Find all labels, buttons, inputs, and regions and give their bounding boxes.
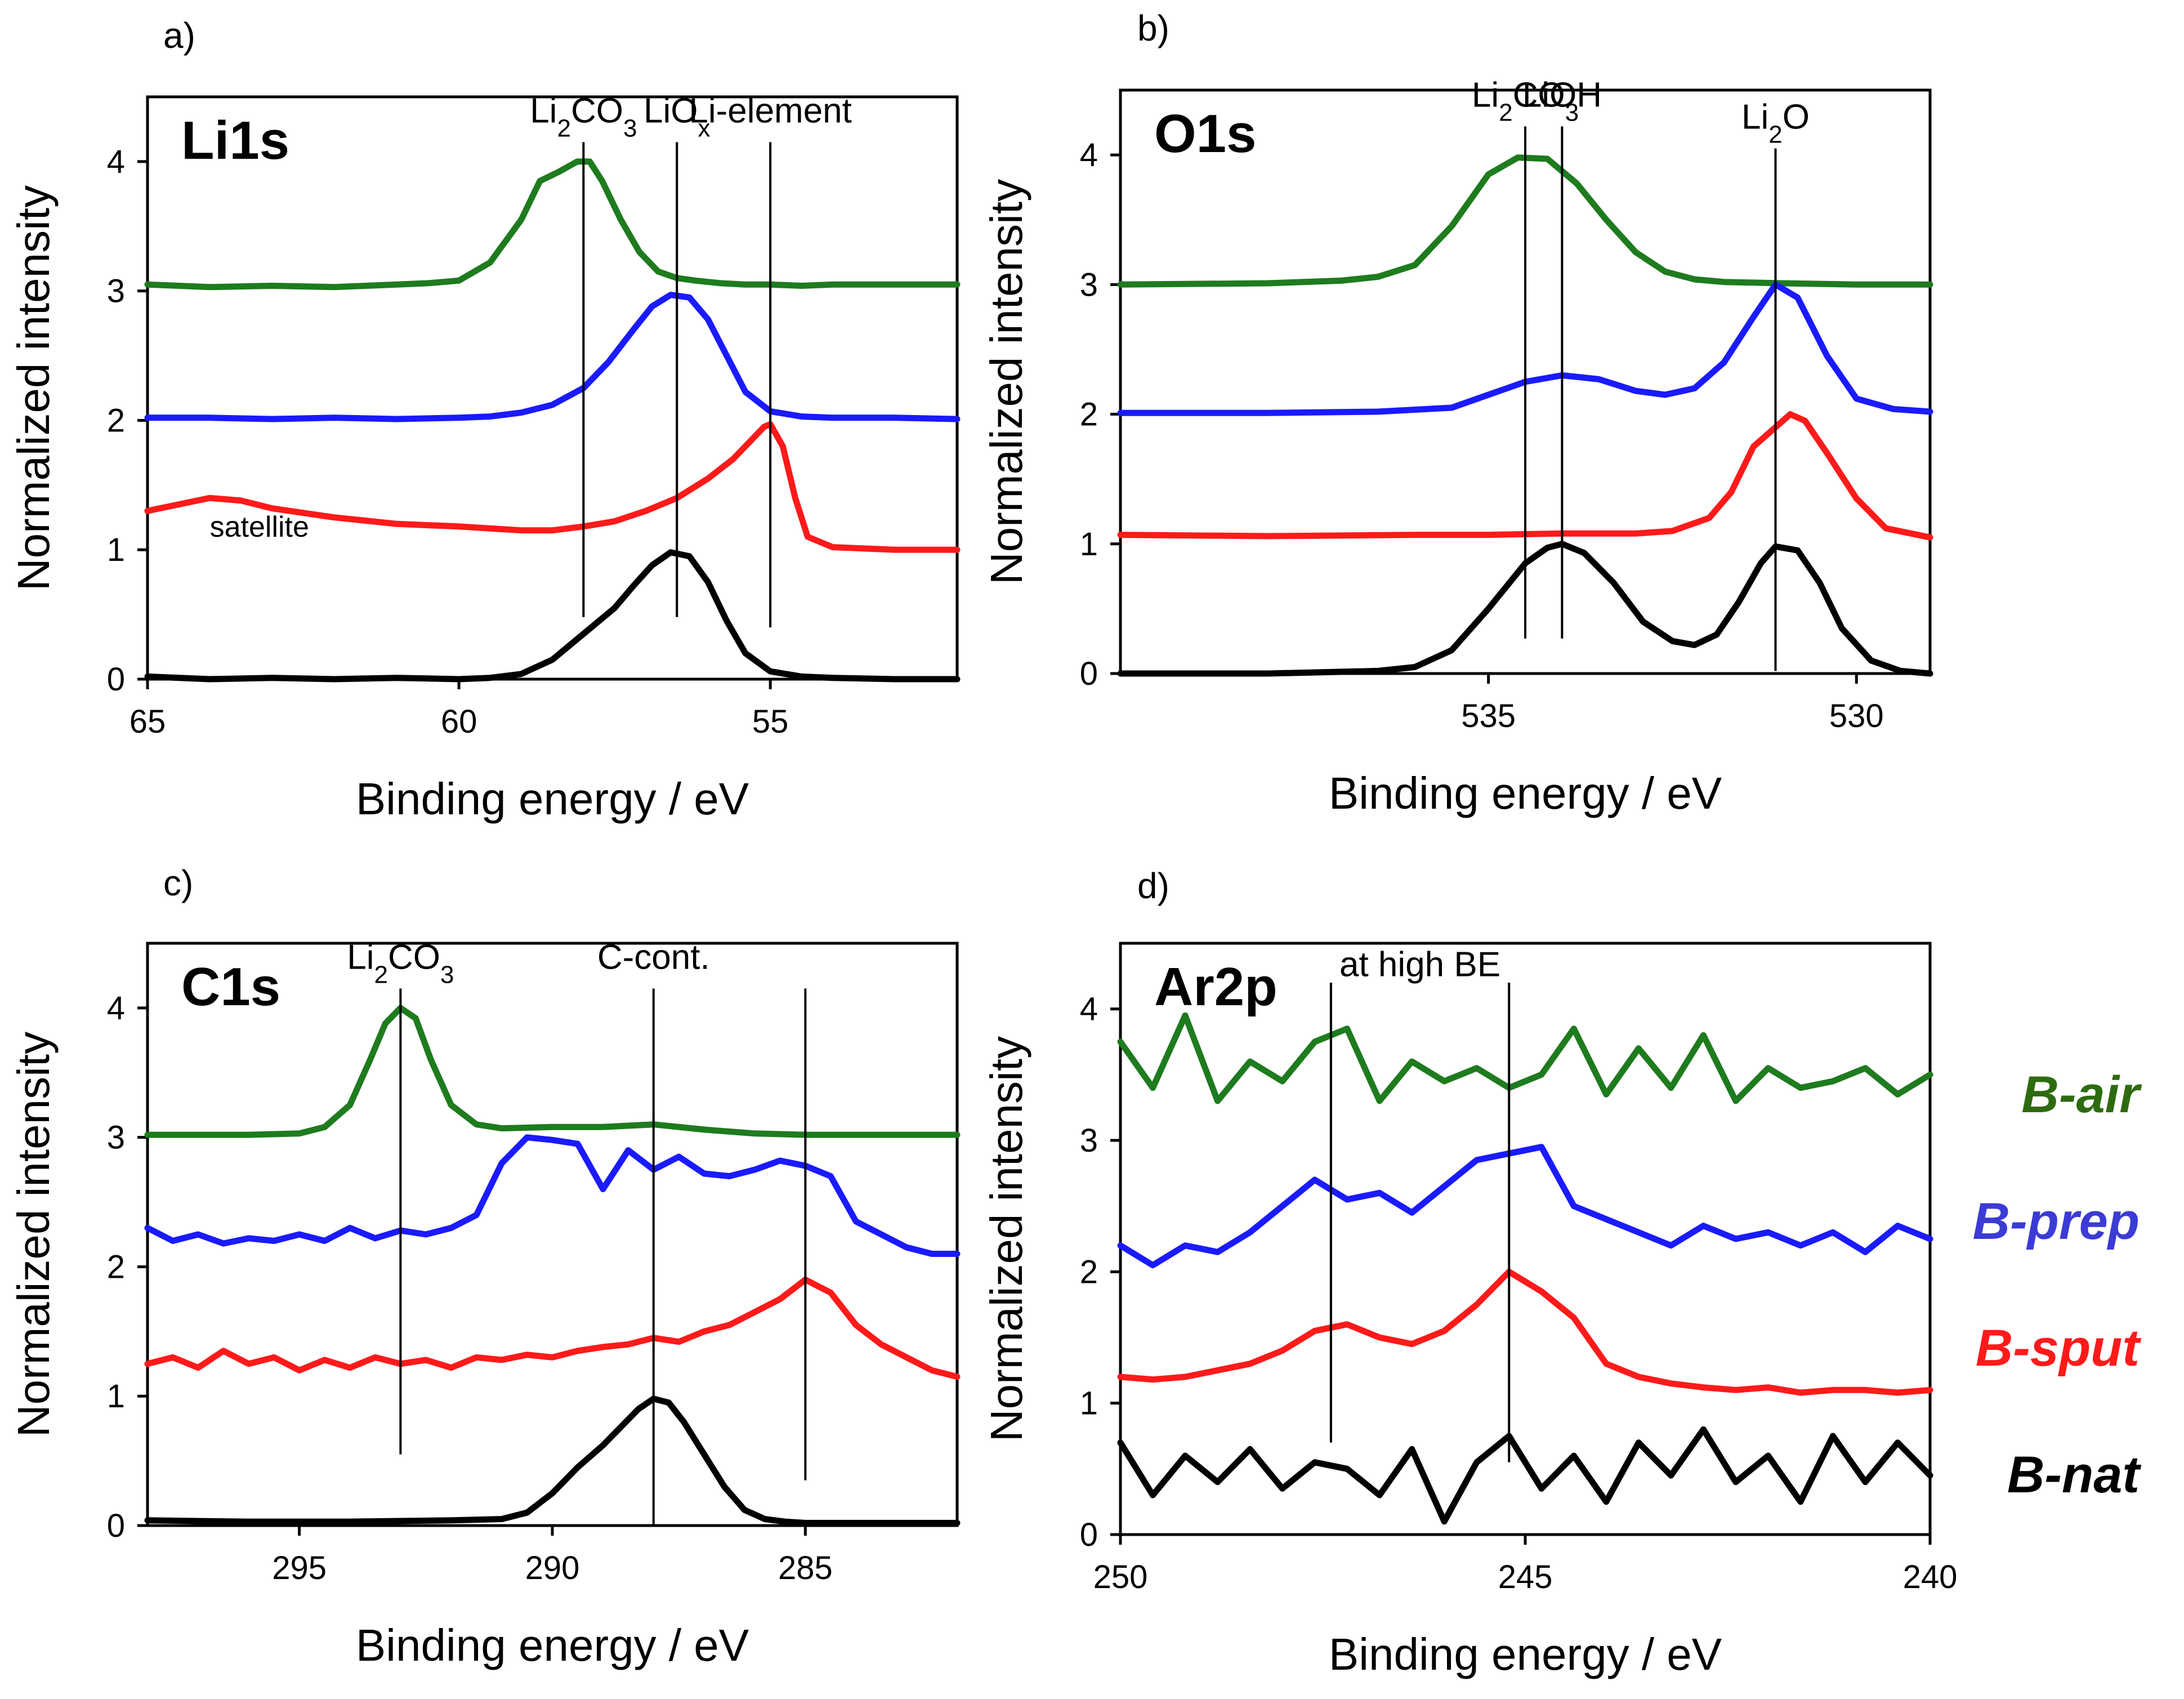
annotation: at high BE <box>1339 945 1500 984</box>
x-tick-label: 295 <box>272 1550 327 1586</box>
panel-label: c) <box>163 863 193 903</box>
element-title: C1s <box>181 957 280 1017</box>
y-axis-title: Normalized intensity <box>981 179 1031 585</box>
peak-label: LiOH <box>1522 75 1602 114</box>
y-tick-label: 2 <box>1080 396 1098 433</box>
panel-label: b) <box>1137 8 1169 48</box>
plot-frame <box>146 95 959 681</box>
legend-label-b-nat: B-nat <box>2007 1446 2141 1504</box>
panel-c1s: c) 0 1 2 3 4 295 290 285 Binding energy / eV Norma… <box>8 863 961 1670</box>
x-tick-label: 65 <box>129 703 166 740</box>
element-title: Ar2p <box>1154 957 1278 1017</box>
y-tick-label: 2 <box>107 1248 125 1285</box>
y-tick-label: 2 <box>1080 1254 1098 1290</box>
series-line-b-nat <box>144 549 961 683</box>
y-tick-label: 0 <box>1080 655 1098 692</box>
x-tick-label: 250 <box>1093 1559 1148 1595</box>
series-line-b-nat <box>144 1395 961 1526</box>
series-line-b-prep <box>1117 1144 1933 1269</box>
x-axis-title: Binding energy / eV <box>356 1620 749 1670</box>
x-tick-label: 240 <box>1903 1559 1958 1595</box>
plot-frame <box>1119 88 1932 675</box>
x-axis-title: Binding energy / eV <box>1329 1629 1722 1679</box>
series-line-b-air <box>1117 1012 1933 1104</box>
panel-label: d) <box>1137 866 1169 906</box>
peak-label: LiOx <box>644 91 710 142</box>
annotation: satellite <box>210 511 309 543</box>
y-tick-label: 0 <box>1080 1517 1098 1553</box>
peak-label: Li2O <box>1741 98 1810 149</box>
series-line-b-sput <box>1117 1268 1933 1396</box>
y-tick-label: 1 <box>107 532 125 568</box>
series-line-b-air <box>144 158 961 291</box>
y-tick-label: 4 <box>107 144 125 180</box>
series-line-b-sput <box>1117 411 1933 541</box>
legend-label-b-air: B-air <box>2021 1066 2142 1123</box>
x-axis-title: Binding energy / eV <box>356 774 749 824</box>
series-line-b-prep <box>144 1134 961 1257</box>
y-tick-label: 4 <box>1080 137 1098 173</box>
y-axis-title: Normalized intensity <box>8 1032 59 1437</box>
x-tick-label: 285 <box>778 1550 833 1586</box>
peak-label: Li-element <box>689 91 851 130</box>
y-tick-label: 1 <box>107 1378 125 1415</box>
y-tick-label: 4 <box>1080 991 1098 1028</box>
element-title: Li1s <box>181 110 289 171</box>
y-axis-title: Normalized intensity <box>981 1036 1031 1442</box>
x-tick-label: 530 <box>1829 698 1884 734</box>
x-tick-label: 290 <box>525 1550 580 1586</box>
y-tick-label: 3 <box>1080 266 1098 303</box>
series-line-b-nat <box>1117 541 1933 677</box>
series-line-b-air <box>144 1005 961 1138</box>
y-tick-label: 3 <box>1080 1122 1098 1159</box>
y-tick-label: 0 <box>107 661 125 698</box>
legend-label-b-prep: B-prep <box>1973 1193 2140 1250</box>
peak-label: Li2CO3 <box>1472 75 1579 126</box>
series-line-b-nat <box>1117 1426 1933 1525</box>
panel-ar2p: d) 0 1 2 3 4 250 245 240 Binding energy / eV Norma… <box>981 866 1957 1679</box>
panel-label: a) <box>163 15 195 56</box>
x-tick-label: 60 <box>441 703 477 740</box>
peak-label: C-cont. <box>597 938 710 976</box>
element-title: O1s <box>1154 104 1256 164</box>
peak-label: Li2CO3 <box>347 938 454 988</box>
panel-o1s: b) 0 1 2 3 4 535 530 Binding energy / eV Normaliz… <box>981 8 1933 818</box>
plot-frame <box>146 942 959 1527</box>
series-line-b-sput <box>144 1276 961 1380</box>
y-tick-label: 3 <box>107 273 125 310</box>
x-axis-title: Binding energy / eV <box>1329 768 1722 818</box>
y-tick-label: 2 <box>107 402 125 439</box>
series-line-b-sput <box>144 421 961 553</box>
y-tick-label: 1 <box>1080 526 1098 563</box>
x-tick-label: 245 <box>1498 1559 1553 1595</box>
x-tick-label: 535 <box>1461 698 1516 734</box>
x-tick-label: 55 <box>752 703 789 740</box>
y-tick-label: 3 <box>107 1120 125 1156</box>
series-line-b-prep <box>144 292 961 422</box>
y-axis-title: Normalized intensity <box>8 185 59 591</box>
y-tick-label: 0 <box>107 1508 125 1544</box>
y-tick-label: 4 <box>107 990 125 1027</box>
y-tick-label: 1 <box>1080 1385 1098 1422</box>
series-line-b-prep <box>1117 281 1933 416</box>
peak-label: Li2CO3 <box>530 91 637 142</box>
legend-label-b-sput: B-sput <box>1976 1319 2142 1377</box>
